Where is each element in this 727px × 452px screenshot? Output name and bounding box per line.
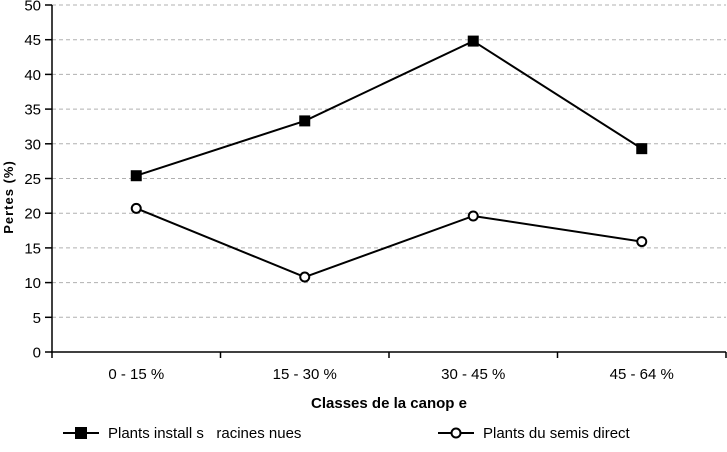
y-tick-label: 5 [33, 310, 41, 327]
legend-label-semis-direct: Plants du semis direct [483, 424, 630, 442]
y-tick-label: 30 [24, 136, 41, 153]
series-line-open-circle [135, 207, 642, 279]
x-axis-label: Classes de la canop e [311, 395, 467, 412]
series-line-filled-square [135, 39, 643, 177]
legend-item-racines-nues: Plants install s racines nues [63, 422, 301, 444]
legend-label-racines-nues: Plants install s racines nues [108, 424, 302, 442]
x-category-label: 15 - 30 % [273, 366, 337, 383]
data-point-filled-square [467, 35, 479, 47]
x-category-label: 0 - 15 % [108, 366, 164, 383]
legend: Plants install s racines nues Plants du … [0, 422, 727, 446]
x-category-label: 45 - 64 % [610, 366, 674, 383]
data-point-filled-square [130, 170, 142, 182]
y-tick-label: 45 [24, 32, 41, 49]
y-tick-label: 25 [24, 171, 41, 188]
open-circle-marker-icon [438, 427, 474, 439]
y-tick-label: 40 [24, 67, 41, 84]
legend-item-semis-direct: Plants du semis direct [438, 422, 630, 444]
data-point-open-circle [467, 210, 479, 222]
data-point-open-circle [299, 271, 311, 283]
x-category-label: 30 - 45 % [441, 366, 505, 383]
filled-square-marker-icon [63, 427, 99, 439]
data-point-filled-square [636, 143, 648, 155]
y-tick-label: 10 [24, 275, 41, 292]
y-tick-label: 20 [24, 206, 41, 223]
data-point-open-circle [636, 236, 648, 248]
y-tick-label: 35 [24, 102, 41, 119]
data-point-filled-square [299, 115, 311, 127]
y-tick-label: 0 [33, 345, 41, 362]
y-axis-label: Pertes (%) [1, 160, 16, 234]
y-tick-label: 50 [24, 0, 41, 15]
data-point-open-circle [130, 202, 142, 214]
y-tick-label: 15 [24, 240, 41, 257]
